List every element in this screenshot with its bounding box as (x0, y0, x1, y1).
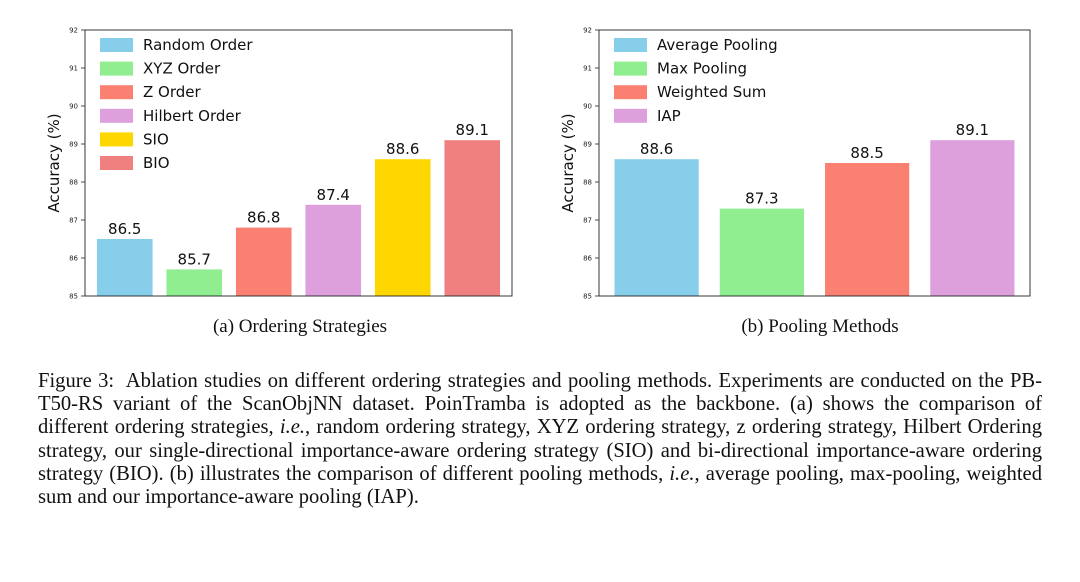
legend-label: Random Order (143, 36, 253, 54)
y-tick-label: 87 (583, 217, 592, 225)
y-tick-label: 92 (69, 27, 78, 35)
y-tick-label: 90 (69, 103, 78, 111)
caption-text-3: , average pooling, max-pooling, weighted… (38, 462, 1042, 509)
y-tick-label: 90 (583, 103, 592, 111)
y-tick-label: 85 (583, 293, 592, 301)
bar (614, 159, 699, 296)
figure-caption: Figure 3: Ablation studies on different … (38, 370, 1042, 509)
legend-swatch (100, 132, 133, 147)
y-tick-label: 89 (69, 141, 78, 149)
bar-value-label: 85.7 (178, 250, 211, 268)
bar-value-label: 88.5 (850, 144, 883, 162)
legend-swatch (614, 61, 647, 76)
y-tick-label: 86 (69, 255, 78, 263)
bar-value-label: 89.1 (956, 121, 989, 139)
chart-ordering-strategies: Accuracy (%) 85 86 87 88 89 90 91 92 86.5 85.7 86.8… (45, 27, 513, 301)
caption-ie-1: i.e. (279, 416, 306, 439)
caption-text-2: , random ordering strategy, XYZ ordering… (38, 416, 1042, 485)
bar-value-label: 87.4 (317, 186, 350, 204)
y-tick-label: 92 (583, 27, 592, 35)
y-tick-label: 85 (69, 293, 78, 301)
y-axis-title: Accuracy (%) (45, 113, 63, 212)
legend-label: Z Order (143, 83, 202, 101)
y-tick-label: 91 (69, 65, 78, 73)
bar (166, 269, 223, 296)
legend-swatch (100, 85, 133, 100)
plot-frame (598, 29, 1031, 297)
caption-text-1: Ablation studies on different ordering s… (38, 370, 1042, 439)
legend-label: XYZ Order (143, 60, 221, 78)
y-tick-label: 88 (583, 179, 592, 187)
bar-value-label: 86.8 (247, 209, 280, 227)
subcaption-pooling-methods: (b) Pooling Methods (741, 316, 899, 337)
bar (96, 239, 153, 296)
y-axis-title: Accuracy (%) (559, 113, 577, 212)
bar-value-label: 88.6 (386, 140, 419, 158)
bar (719, 208, 804, 296)
chart-pooling-methods: Accuracy (%) 85 86 87 88 89 90 91 92 88.6 87.3 88.5… (559, 27, 1031, 301)
caption-label: Figure 3: (38, 370, 115, 392)
y-tick-label: 88 (69, 179, 78, 187)
legend-label: BIO (143, 154, 170, 172)
bar-value-label: 86.5 (108, 220, 141, 238)
bar (305, 204, 362, 296)
y-tick-label: 87 (69, 217, 78, 225)
bar-value-label: 88.6 (640, 140, 673, 158)
bar (374, 159, 431, 296)
legend-swatch (614, 85, 647, 100)
legend-swatch (100, 108, 133, 123)
bar (235, 227, 292, 296)
legend-swatch (614, 108, 647, 123)
subcaption-ordering-strategies: (a) Ordering Strategies (212, 316, 388, 337)
legend-swatch (100, 156, 133, 170)
bar-value-label: 89.1 (456, 121, 489, 139)
legend-label: Weighted Sum (657, 83, 766, 101)
bar (930, 140, 1015, 296)
legend-swatch (614, 38, 647, 52)
y-tick-label: 86 (583, 255, 592, 263)
legend-label: Average Pooling (657, 36, 778, 54)
legend-label: Hilbert Order (143, 107, 242, 125)
bar (444, 140, 501, 296)
bar-value-label: 87.3 (745, 190, 778, 208)
y-tick-label: 91 (583, 65, 592, 73)
legend-label: Max Pooling (657, 60, 747, 78)
legend-label: SIO (143, 130, 169, 148)
legend-swatch (100, 61, 133, 76)
bar (825, 163, 910, 296)
legend-swatch (100, 38, 133, 52)
legend-label: IAP (657, 107, 681, 125)
y-tick-label: 89 (583, 141, 592, 149)
caption-ie-2: i.e. (669, 462, 695, 485)
plot-frame (84, 29, 513, 297)
